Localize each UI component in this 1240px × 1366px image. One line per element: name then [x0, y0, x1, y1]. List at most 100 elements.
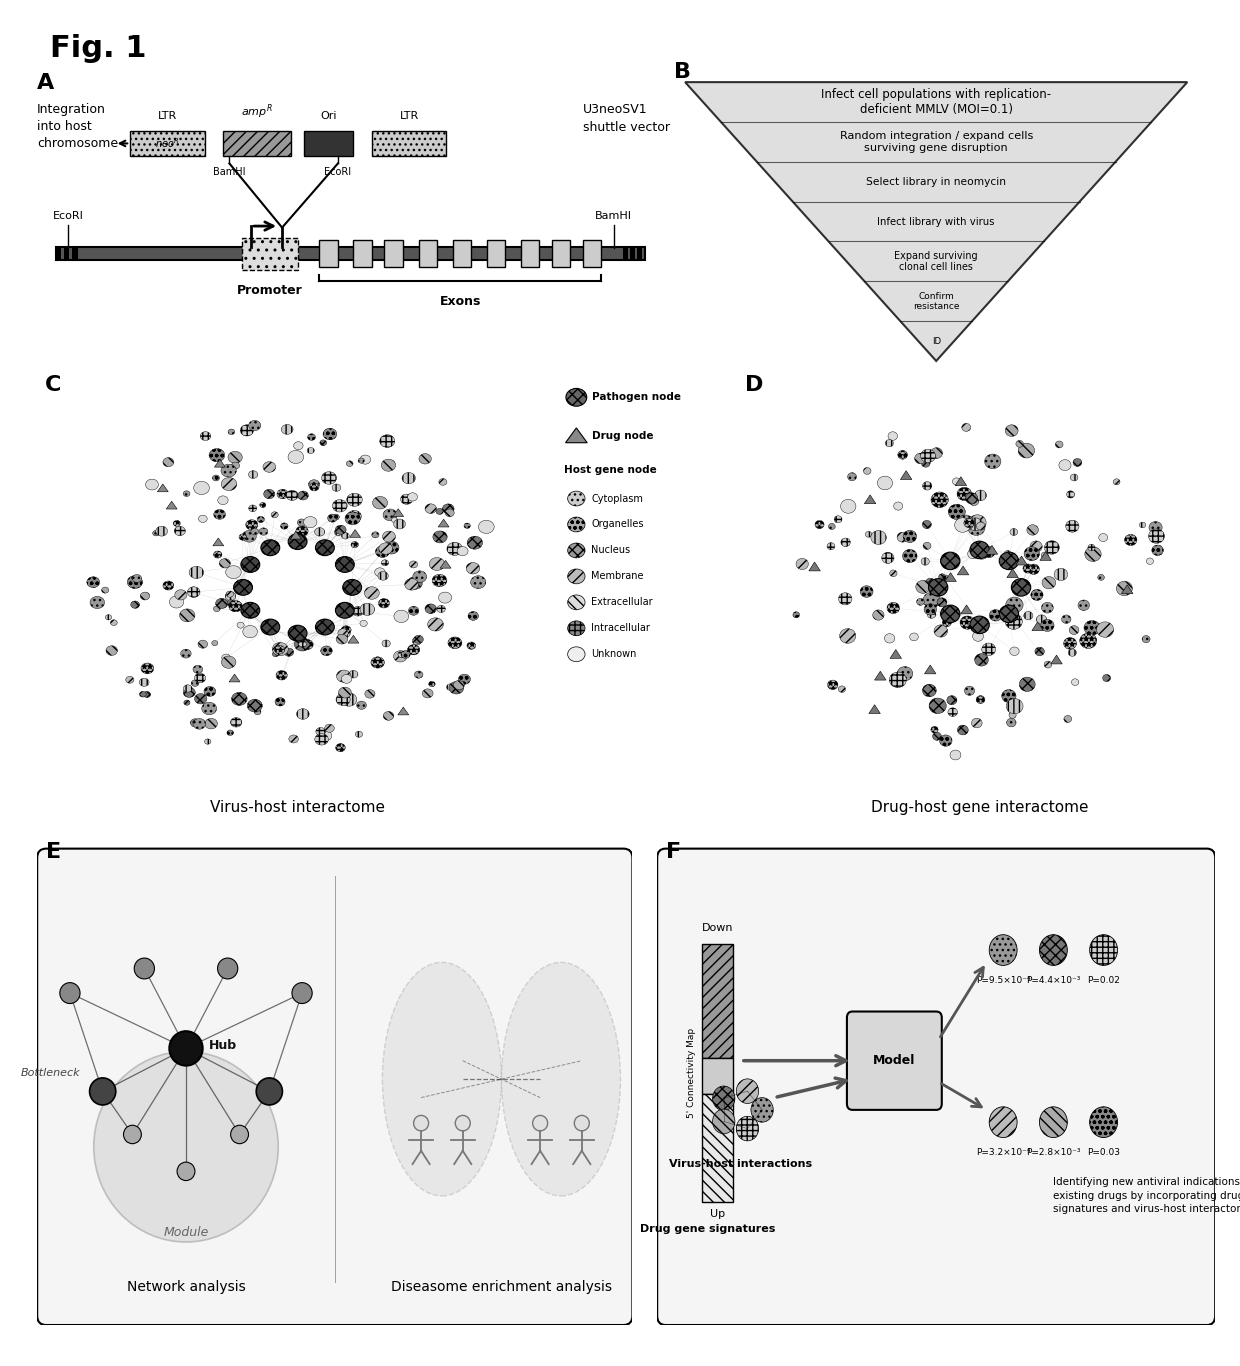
Text: BamHI: BamHI [595, 212, 632, 221]
FancyBboxPatch shape [384, 240, 403, 268]
Circle shape [1040, 619, 1054, 631]
Circle shape [737, 1079, 759, 1104]
Circle shape [140, 691, 146, 697]
Circle shape [259, 527, 268, 535]
Text: Drug node: Drug node [593, 432, 653, 441]
Circle shape [345, 512, 361, 525]
Circle shape [928, 611, 936, 619]
Circle shape [347, 511, 361, 522]
Circle shape [260, 540, 280, 556]
FancyBboxPatch shape [319, 240, 337, 268]
Circle shape [257, 516, 264, 522]
Circle shape [467, 612, 479, 620]
Polygon shape [869, 705, 880, 713]
Circle shape [1152, 545, 1163, 556]
FancyBboxPatch shape [72, 247, 77, 260]
Circle shape [298, 490, 309, 500]
Circle shape [180, 609, 195, 622]
Circle shape [926, 578, 935, 586]
Circle shape [210, 448, 224, 462]
Circle shape [568, 647, 585, 661]
Circle shape [1148, 529, 1164, 544]
Text: P=2.8×10⁻³: P=2.8×10⁻³ [1027, 1147, 1080, 1157]
Circle shape [239, 534, 247, 541]
Circle shape [459, 675, 470, 684]
Circle shape [409, 561, 418, 568]
Text: BamHI: BamHI [213, 168, 246, 178]
Text: Nucleus: Nucleus [591, 545, 630, 556]
Circle shape [941, 552, 960, 570]
Circle shape [1069, 626, 1079, 634]
Circle shape [957, 515, 973, 530]
Text: Unknown: Unknown [591, 649, 636, 660]
Circle shape [433, 531, 448, 542]
Circle shape [228, 429, 234, 434]
Circle shape [341, 626, 351, 634]
Polygon shape [393, 508, 404, 516]
FancyBboxPatch shape [702, 1057, 733, 1094]
FancyBboxPatch shape [242, 238, 298, 269]
Circle shape [568, 492, 585, 505]
Circle shape [332, 500, 347, 512]
FancyBboxPatch shape [130, 131, 205, 156]
FancyBboxPatch shape [37, 848, 632, 1325]
Circle shape [203, 687, 216, 697]
Circle shape [428, 617, 444, 631]
Polygon shape [157, 484, 169, 492]
Circle shape [1024, 612, 1033, 620]
Circle shape [94, 1052, 278, 1242]
Circle shape [419, 454, 432, 464]
Circle shape [1084, 620, 1100, 635]
Circle shape [848, 473, 857, 481]
Circle shape [1142, 635, 1149, 643]
Polygon shape [900, 471, 911, 479]
Circle shape [212, 475, 219, 481]
Circle shape [471, 575, 486, 589]
Text: LTR: LTR [157, 111, 177, 122]
Circle shape [89, 1078, 115, 1105]
FancyBboxPatch shape [552, 240, 570, 268]
Circle shape [976, 522, 986, 530]
Circle shape [254, 709, 260, 714]
Circle shape [298, 519, 306, 526]
Circle shape [1016, 440, 1023, 447]
Circle shape [393, 650, 407, 663]
Circle shape [439, 478, 446, 485]
Text: E: E [46, 843, 61, 862]
Text: P=9.5×10⁻⁴: P=9.5×10⁻⁴ [976, 975, 1030, 985]
Circle shape [342, 579, 362, 596]
FancyBboxPatch shape [521, 240, 539, 268]
Circle shape [1004, 605, 1012, 612]
Circle shape [177, 1162, 195, 1180]
Text: Membrane: Membrane [591, 571, 644, 582]
Circle shape [274, 645, 285, 654]
Circle shape [280, 672, 286, 676]
Ellipse shape [382, 962, 501, 1197]
Text: C: C [45, 376, 61, 395]
Circle shape [193, 481, 210, 494]
Polygon shape [440, 560, 451, 568]
Circle shape [277, 699, 283, 705]
Text: F: F [666, 843, 681, 862]
Circle shape [315, 619, 335, 635]
Circle shape [296, 709, 309, 720]
Circle shape [398, 652, 405, 658]
Polygon shape [890, 649, 901, 658]
Circle shape [533, 1116, 548, 1131]
Circle shape [379, 434, 394, 448]
Circle shape [229, 601, 242, 612]
Text: Intracellular: Intracellular [591, 623, 650, 634]
Circle shape [227, 729, 233, 735]
Polygon shape [986, 545, 998, 555]
Circle shape [401, 650, 410, 658]
Circle shape [940, 735, 952, 746]
Polygon shape [955, 477, 967, 485]
Circle shape [982, 546, 994, 557]
Circle shape [941, 605, 960, 623]
Circle shape [341, 675, 352, 683]
Circle shape [378, 598, 389, 608]
Polygon shape [864, 494, 875, 504]
Circle shape [897, 667, 913, 680]
Circle shape [1002, 690, 1016, 702]
Circle shape [903, 549, 918, 563]
